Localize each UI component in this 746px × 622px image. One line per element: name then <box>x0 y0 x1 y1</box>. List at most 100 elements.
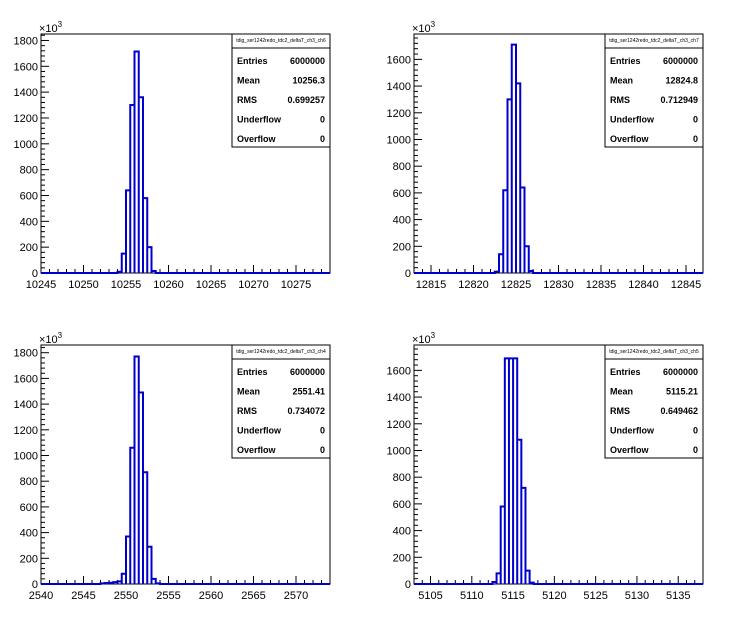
y-tick-label: 1600 <box>14 373 38 385</box>
y-axis: 0 200 400 600 800 1000 1200 1400 1600 1800×103 <box>14 331 63 591</box>
x-tick-label: 5105 <box>418 590 442 602</box>
y-axis: 0 200 400 600 800 1000 1200 1400 1600 ×103 <box>387 20 436 280</box>
stats-box-frame <box>231 33 331 148</box>
stats-label: RMS <box>237 406 257 416</box>
x-tick-label: 2570 <box>284 590 308 602</box>
stats-label: Mean <box>237 387 260 397</box>
stats-value: 0 <box>320 134 325 144</box>
x-tick-label: 10260 <box>153 279 184 291</box>
stats-value: 6000000 <box>663 56 698 66</box>
y-tick-label: 1600 <box>14 61 38 73</box>
stats-title: tdig_ser1242redo_tdc2_deltaT_ch3_ch6 <box>236 38 326 44</box>
x-tick-label: 5115 <box>501 590 525 602</box>
y-tick-label: 1200 <box>14 113 38 125</box>
y-tick-label: 400 <box>20 528 38 540</box>
stats-label: Underflow <box>237 426 282 436</box>
x-tick-label: 10270 <box>238 279 269 291</box>
x-tick-label: 12830 <box>543 279 574 291</box>
x-tick-label: 2550 <box>114 590 138 602</box>
x-tick-label: 10245 <box>26 279 57 291</box>
y-exponent-power: 3 <box>58 331 63 340</box>
stats-label: Overflow <box>237 134 277 144</box>
stats-value: 0 <box>320 445 325 455</box>
x-axis: 2540 2545 2550 2555 2560 2565 2570 <box>29 576 331 602</box>
stats-value: 5115.21 <box>666 387 698 397</box>
y-exponent-base: ×10 <box>412 23 431 35</box>
stats-label: Overflow <box>610 134 650 144</box>
y-tick-label: 1800 <box>14 348 38 360</box>
y-tick-label: 200 <box>393 241 411 253</box>
y-tick-label: 1000 <box>14 139 38 151</box>
x-tick-label: 5130 <box>625 590 649 602</box>
y-tick-label: 1400 <box>14 87 38 99</box>
stats-label: Overflow <box>237 445 277 455</box>
stats-value: 6000000 <box>663 367 698 377</box>
stats-label: Mean <box>610 387 633 397</box>
x-tick-label: 12840 <box>628 279 659 291</box>
y-tick-label: 400 <box>20 216 38 228</box>
stats-value: 0.649462 <box>660 406 698 416</box>
stats-box: tdig_ser1242redo_tdc2_deltaT_ch3_ch5 Entr… <box>604 344 704 459</box>
stats-box-frame <box>604 344 704 459</box>
histogram-panel-3: 0 200 400 600 800 1000 1200 1400 1600 1800×103 254… <box>14 331 331 602</box>
stats-box-frame <box>604 33 704 148</box>
stats-value: 0 <box>693 115 698 125</box>
x-tick-label: 2540 <box>29 590 53 602</box>
x-tick-label: 2545 <box>71 590 95 602</box>
x-tick-label: 12820 <box>458 279 489 291</box>
stats-box: tdig_ser1242redo_tdc2_deltaT_ch3_ch4 Entr… <box>231 344 331 459</box>
x-axis: 10245 10250 10255 10260 10265 10270 10275 <box>26 265 331 291</box>
x-tick-label: 5110 <box>460 590 484 602</box>
y-exponent-label: ×103 <box>412 20 436 35</box>
histogram-series <box>414 43 703 274</box>
stats-label: RMS <box>610 95 630 105</box>
stats-label: RMS <box>610 406 630 416</box>
y-exponent-label: ×103 <box>39 20 63 35</box>
y-axis: 0 200 400 600 800 1000 1200 1400 1600 ×103 <box>387 331 436 591</box>
x-tick-label: 5135 <box>666 590 690 602</box>
stats-title: tdig_ser1242redo_tdc2_deltaT_ch3_ch5 <box>609 349 699 355</box>
y-tick-label: 1400 <box>387 392 411 404</box>
stats-value: 2551.41 <box>292 387 325 397</box>
y-exponent-label: ×103 <box>39 331 63 346</box>
stats-value: 6000000 <box>290 367 325 377</box>
stats-title: tdig_ser1242redo_tdc2_deltaT_ch3_ch7 <box>609 38 699 44</box>
stats-box-frame <box>231 344 331 459</box>
y-tick-label: 1000 <box>14 451 38 463</box>
x-axis: 5105 5110 5115 5120 5125 5130 5135 <box>413 576 704 602</box>
stats-value: 0 <box>693 445 698 455</box>
histogram-series <box>41 355 330 585</box>
stats-label: Entries <box>237 367 268 377</box>
y-tick-label: 600 <box>20 190 38 202</box>
stats-label: Mean <box>237 76 260 86</box>
y-exponent-base: ×10 <box>39 23 58 35</box>
y-exponent-label: ×103 <box>412 331 436 346</box>
x-tick-label: 12835 <box>586 279 617 291</box>
x-tick-label: 10265 <box>196 279 227 291</box>
stats-label: RMS <box>237 95 257 105</box>
x-tick-label: 10255 <box>111 279 142 291</box>
stats-value: 6000000 <box>290 56 325 66</box>
stats-box: tdig_ser1242redo_tdc2_deltaT_ch3_ch6 Entr… <box>231 33 331 148</box>
x-tick-label: 10275 <box>281 279 312 291</box>
x-tick-label: 12845 <box>671 279 702 291</box>
y-exponent-base: ×10 <box>39 334 58 346</box>
stats-label: Entries <box>610 367 641 377</box>
histogram-series <box>414 357 703 585</box>
y-exponent-power: 3 <box>431 331 436 340</box>
stats-value: 10256.3 <box>292 76 325 86</box>
stats-value: 0.734072 <box>287 406 325 416</box>
stats-box: tdig_ser1242redo_tdc2_deltaT_ch3_ch7 Entr… <box>604 33 704 148</box>
y-tick-label: 1600 <box>387 54 411 66</box>
x-tick-label: 5125 <box>583 590 607 602</box>
y-tick-label: 0 <box>405 579 411 591</box>
histogram-series <box>41 50 330 274</box>
stats-label: Underflow <box>610 426 655 436</box>
x-tick-label: 10250 <box>68 279 99 291</box>
y-tick-label: 200 <box>393 552 411 564</box>
y-axis: 0 200 400 600 800 1000 1200 1400 1600 1800×103 <box>14 20 63 280</box>
y-tick-label: 800 <box>393 161 411 173</box>
stats-label: Mean <box>610 76 633 86</box>
